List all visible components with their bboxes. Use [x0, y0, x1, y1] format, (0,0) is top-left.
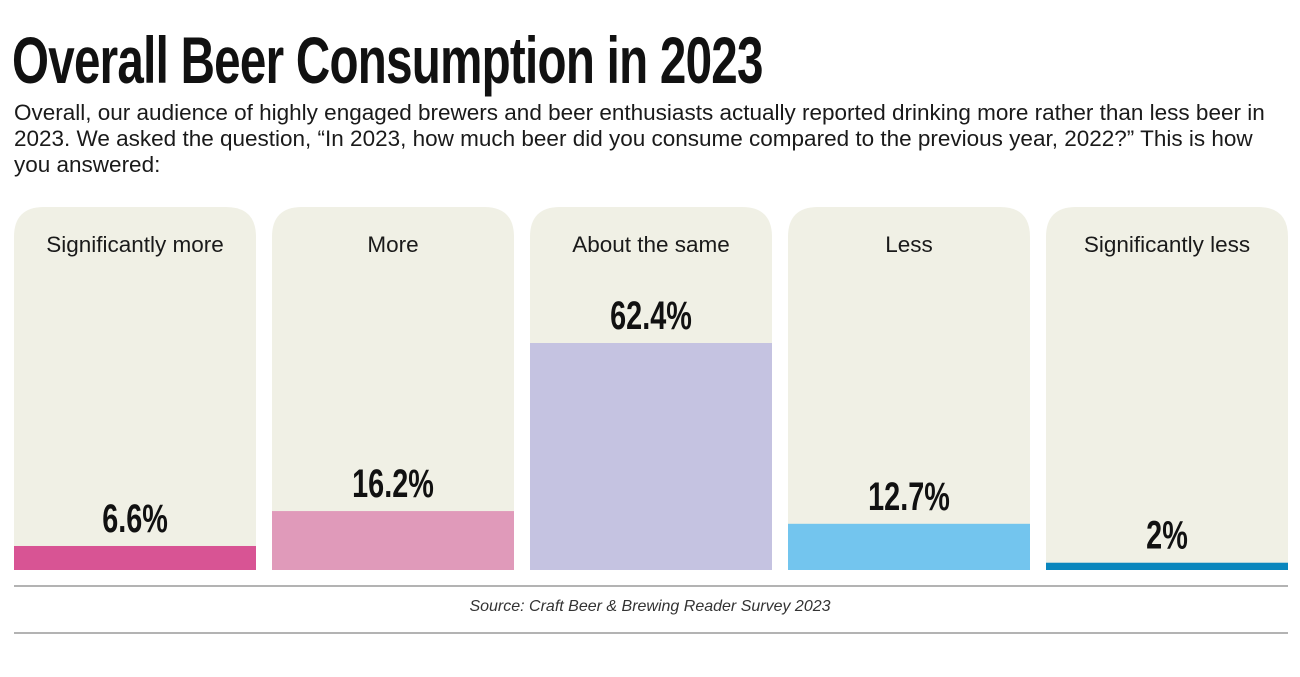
bar-panel [272, 207, 514, 570]
bar [530, 343, 772, 570]
category-label: About the same [572, 232, 730, 257]
data-label: 12.7% [868, 474, 950, 519]
bar [1046, 562, 1288, 570]
bar [788, 523, 1030, 570]
divider-top [14, 585, 1288, 587]
data-label: 16.2% [352, 461, 434, 506]
bar-panel [14, 207, 256, 570]
category-label: Significantly more [46, 232, 224, 257]
category-label: More [367, 232, 418, 257]
divider-bottom [14, 632, 1288, 634]
category-label: Significantly less [1084, 232, 1250, 257]
chart-subtitle: Overall, our audience of highly engaged … [14, 100, 1265, 177]
bar-panel [1046, 207, 1288, 570]
data-label: 62.4% [610, 293, 692, 338]
bar [14, 545, 256, 570]
bar [272, 511, 514, 570]
category-label: Less [885, 232, 933, 257]
source-note: Source: Craft Beer & Brewing Reader Surv… [469, 598, 831, 615]
data-label: 6.6% [102, 496, 168, 541]
data-label: 2% [1146, 513, 1188, 558]
bar-panel [788, 207, 1030, 570]
chart-title: Overall Beer Consumption in 2023 [12, 23, 763, 97]
